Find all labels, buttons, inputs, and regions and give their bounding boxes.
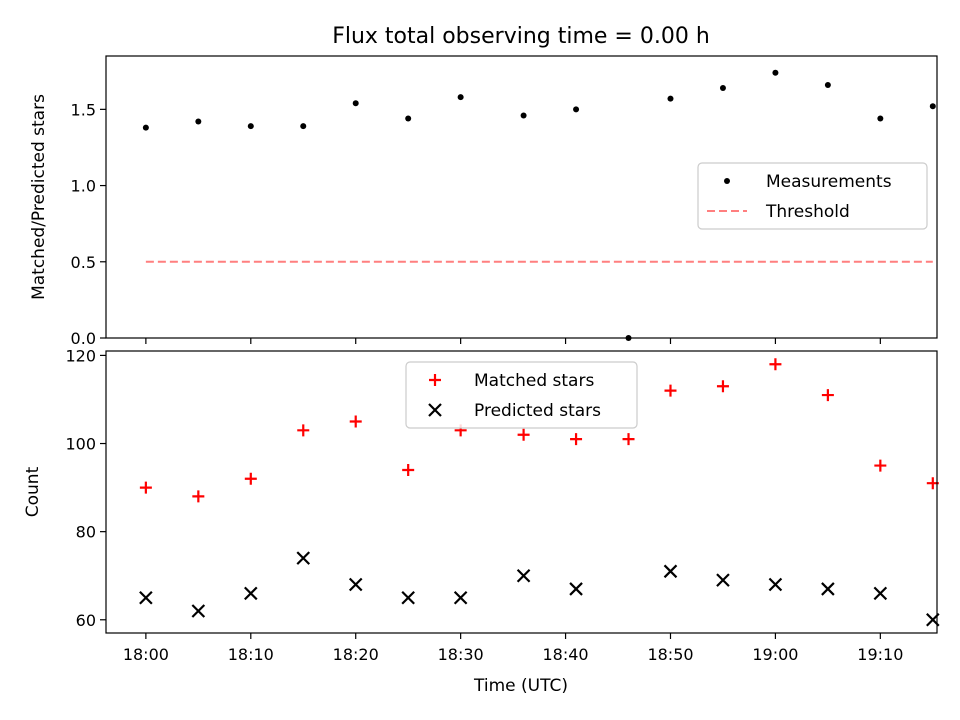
predicted-marker (296, 551, 311, 565)
predicted-marker (139, 590, 153, 605)
measurement-point (300, 123, 307, 130)
measurement-point (520, 112, 527, 119)
measurement-point (667, 95, 674, 102)
legend: Matched stars Predicted stars (405, 361, 638, 429)
measurement-point (142, 124, 149, 131)
measurement-point (772, 69, 779, 76)
predicted-marker (244, 586, 258, 601)
y-tick-label: 120 (65, 346, 96, 365)
predicted-marker (768, 577, 783, 592)
y-tick-label: 0.5 (71, 253, 96, 272)
matched-marker (139, 481, 152, 494)
predicted-marker (663, 564, 678, 579)
legend-frame (405, 361, 638, 429)
y-axis-label: Count (23, 466, 43, 517)
matched-marker (349, 415, 362, 428)
x-tick-label: 18:40 (543, 645, 589, 664)
series-predicted-stars (139, 551, 940, 627)
matched-marker (821, 389, 834, 402)
axes-frame (105, 55, 938, 339)
y-tick-label: 1.0 (71, 177, 96, 196)
matched-marker (402, 463, 415, 476)
matched-marker (192, 490, 205, 503)
predicted-marker (401, 590, 415, 605)
x-tick-label: 18:00 (123, 645, 169, 664)
predicted-marker (873, 586, 888, 601)
measurement-point (877, 115, 884, 122)
y-tick-label: 60 (76, 611, 96, 630)
predicted-marker (348, 577, 363, 592)
x-axis-label: Time (UTC) (473, 676, 568, 696)
x-tick-label: 19:10 (857, 645, 903, 664)
predicted-marker (453, 590, 468, 605)
legend-label: Predicted stars (474, 401, 601, 421)
legend-matched-key (429, 374, 441, 386)
legend-label: Measurements (766, 172, 892, 192)
predicted-marker (191, 604, 206, 618)
matched-marker (517, 428, 530, 441)
measurement-point (573, 106, 580, 113)
figure-title: Flux total observing time = 0.00 h (332, 24, 710, 49)
measurement-point (352, 100, 359, 107)
predicted-marker (569, 582, 583, 596)
matched-marker (570, 433, 583, 446)
predicted-marker (716, 573, 730, 587)
x-tick-label: 18:50 (647, 645, 693, 664)
matched-marker (874, 459, 887, 472)
legend: Measurements Threshold (697, 162, 928, 230)
measurement-point (247, 123, 254, 130)
measurement-point (929, 103, 936, 110)
y-tick-label: 0.0 (71, 329, 96, 348)
matched-marker (244, 472, 257, 485)
matched-marker (297, 424, 310, 437)
x-tick-label: 18:30 (438, 645, 484, 664)
legend-label: Threshold (765, 202, 850, 222)
legend-measurement-key (724, 178, 730, 184)
predicted-marker (516, 568, 531, 583)
matched-marker (716, 380, 729, 393)
bottom-panel: 60 80 100 120 18:00 18:10 18:20 18:30 18:40 18:50… (23, 346, 940, 664)
measurement-point (405, 115, 412, 122)
matched-marker (664, 384, 677, 397)
measurement-point (457, 94, 464, 101)
series-matched-stars (139, 358, 939, 503)
measurement-point (824, 81, 831, 88)
y-tick-label: 1.5 (71, 100, 96, 119)
x-tick-label: 18:10 (228, 645, 274, 664)
y-tick-label: 100 (65, 435, 96, 454)
matched-marker (622, 433, 635, 446)
matched-marker (769, 358, 782, 371)
x-tick-label: 18:20 (333, 645, 379, 664)
legend-frame (697, 162, 928, 230)
axes-frame (105, 350, 938, 634)
measurement-point (719, 85, 726, 92)
legend-label: Matched stars (474, 371, 594, 391)
series-measurements (142, 69, 936, 341)
top-panel: 0.0 0.5 1.0 1.5 Matched/Predicted stars Measu… (29, 55, 938, 348)
y-axis-label: Matched/Predicted stars (29, 94, 49, 300)
measurement-point (195, 118, 202, 125)
predicted-marker (821, 582, 835, 596)
x-tick-label: 19:00 (752, 645, 798, 664)
legend-predicted-key (428, 403, 442, 417)
y-tick-label: 80 (76, 523, 96, 542)
